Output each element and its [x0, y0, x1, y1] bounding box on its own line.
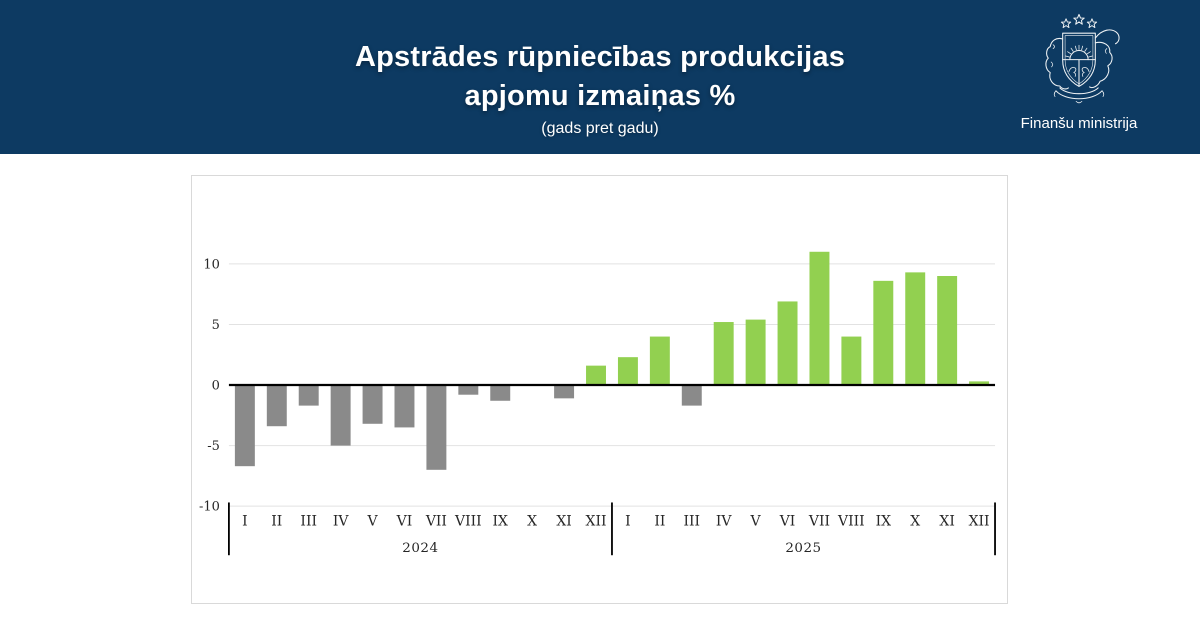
- page-subtitle: (gads pret gadu): [541, 120, 659, 137]
- bar-2024-VII: [426, 385, 447, 470]
- x-tick-label-2025-VIII: VIII: [837, 513, 865, 529]
- bar-2024-XII: [586, 365, 606, 386]
- y-tick-label-5: 5: [212, 318, 220, 333]
- x-tick-label-2024-XI: XI: [556, 513, 571, 529]
- bar-2025-IV: [713, 322, 734, 386]
- bar-2025-XII: [969, 381, 990, 386]
- x-tick-label-2024-V: V: [367, 513, 379, 529]
- page-title-line1: Apstrādes rūpniecības produkcijas: [354, 41, 846, 73]
- y-tick-label--5: -5: [207, 439, 220, 454]
- bar-2024-IV: [330, 385, 351, 446]
- logo-caption: Finanšu ministrija: [1020, 115, 1138, 132]
- bar-2025-VIII: [841, 336, 862, 386]
- bar-2025-III: [681, 385, 702, 406]
- x-tick-label-2024-II: II: [271, 513, 282, 529]
- year-label-2025: 2025: [785, 541, 821, 556]
- bar-2024-VI: [394, 385, 415, 428]
- x-tick-label-2024-XII: XII: [586, 513, 607, 529]
- x-tick-label-2024-VIII: VIII: [454, 513, 482, 529]
- bar-2025-V: [745, 319, 766, 386]
- x-tick-label-2025-IV: IV: [716, 513, 733, 529]
- bar-2025-XI: [937, 276, 958, 386]
- bar-2025-I: [617, 357, 638, 386]
- chart-card: 10 5 0 -5 -10 I II III IV V VI VII VIII IX X XI XII 2024 I…: [191, 175, 1008, 604]
- x-tick-label-2024-VII: VII: [425, 513, 447, 529]
- bar-2024-V: [362, 385, 383, 424]
- x-tick-label-2025-II: II: [654, 513, 665, 529]
- x-tick-label-2025-XI: XI: [939, 513, 954, 529]
- title-block: Apstrādes rūpniecības produkcijas apjomu…: [150, 38, 1050, 138]
- x-tick-label-2025-III: III: [683, 513, 700, 529]
- x-tick-label-2025-IX: IX: [876, 513, 892, 529]
- x-tick-label-2024-III: III: [300, 513, 317, 529]
- y-tick-label-10: 10: [203, 257, 219, 272]
- x-tick-label-2025-X: X: [910, 513, 920, 529]
- bar-2025-IX: [873, 280, 894, 386]
- x-tick-label-2024-IV: IV: [333, 513, 350, 529]
- header-banner: Apstrādes rūpniecības produkcijas apjomu…: [0, 0, 1200, 154]
- x-tick-label-2025-XII: XII: [969, 513, 990, 529]
- bar-2024-VIII: [458, 385, 479, 395]
- coat-of-arms-icon: [1045, 13, 1120, 104]
- bar-2024-I: [234, 385, 255, 467]
- bar-2025-II: [649, 336, 670, 386]
- page-title-line2: apjomu izmaiņas %: [464, 80, 736, 112]
- x-tick-label-2025-VII: VII: [808, 513, 830, 529]
- y-tick-label--10: -10: [199, 500, 220, 515]
- bar-2024-III: [298, 385, 319, 406]
- y-tick-label-0: 0: [212, 379, 220, 394]
- bar-2025-X: [905, 272, 926, 386]
- year-label-2024: 2024: [402, 541, 438, 556]
- bar-2025-VI: [777, 301, 798, 386]
- bar-2024-II: [266, 385, 287, 427]
- bar-2024-XI: [554, 385, 575, 399]
- x-tick-label-2024-I: I: [242, 513, 248, 529]
- x-tick-label-2024-IX: IX: [493, 513, 509, 529]
- ministry-logo: Finanšu ministrija: [1014, 12, 1144, 132]
- bar-2024-IX: [490, 385, 511, 401]
- x-tick-label-2025-I: I: [625, 513, 631, 529]
- x-tick-label-2025-VI: VI: [779, 513, 796, 529]
- x-tick-label-2024-VI: VI: [396, 513, 413, 529]
- x-tick-label-2025-V: V: [750, 513, 762, 529]
- bar-2025-VII: [809, 251, 830, 386]
- x-tick-label-2024-X: X: [527, 513, 537, 529]
